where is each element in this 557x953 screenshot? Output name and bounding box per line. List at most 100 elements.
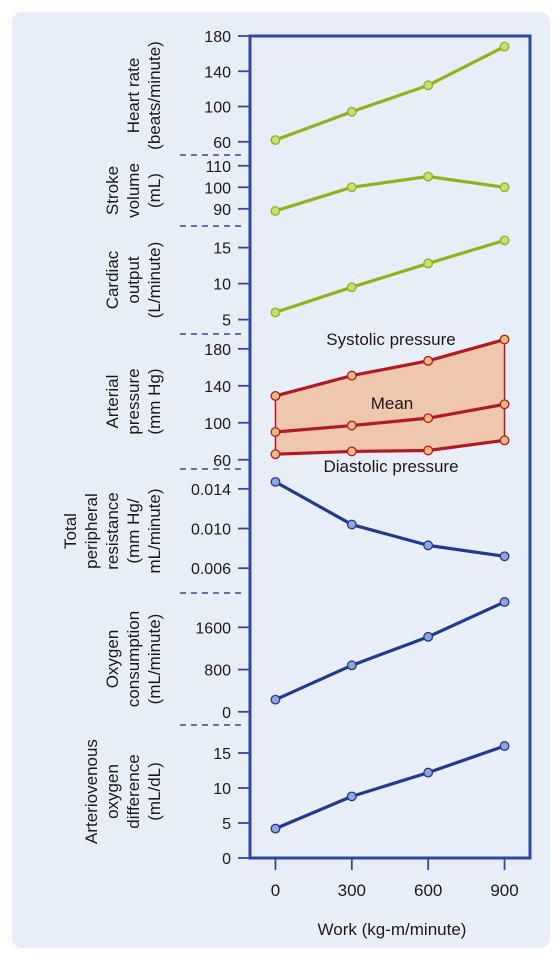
data-point: [346, 660, 357, 671]
y-axis-label: Stroke: [103, 166, 122, 215]
data-point: [499, 334, 510, 345]
data-point: [270, 823, 281, 834]
series-annotation: Diastolic pressure: [323, 457, 458, 476]
y-tick-label: 100: [204, 100, 231, 117]
y-tick-label: 5: [222, 816, 231, 833]
y-axis-label: (mL/minute): [145, 614, 164, 705]
data-point: [499, 399, 510, 410]
data-point: [423, 80, 434, 91]
series-line: [274, 174, 505, 213]
data-point: [346, 791, 357, 802]
x-tick-label: 0: [271, 881, 280, 900]
y-tick-label: 0: [222, 705, 231, 722]
y-tick-label: 180: [204, 342, 231, 359]
data-point: [270, 391, 281, 401]
data-point: [499, 41, 510, 52]
y-tick-label: 100: [204, 416, 231, 433]
y-axis-label: consumption: [124, 611, 143, 707]
y-tick-label: 5: [222, 313, 231, 330]
data-point: [499, 235, 510, 246]
data-point: [270, 449, 281, 460]
data-point: [346, 182, 357, 193]
y-tick-label: 15: [213, 746, 231, 763]
data-point: [346, 446, 357, 457]
data-point: [346, 519, 357, 530]
y-tick-label: 0.014: [191, 482, 231, 499]
y-axis-label: peripheral: [82, 493, 101, 569]
data-point: [499, 741, 510, 751]
y-tick-label: 100: [204, 180, 231, 197]
data-point: [270, 307, 281, 318]
y-tick-label: 180: [204, 29, 231, 46]
x-tick-label: 600: [414, 881, 442, 900]
y-axis-label: output: [124, 256, 143, 304]
data-point: [270, 476, 281, 487]
y-axis-label: (mL): [145, 173, 164, 208]
series-line: [274, 45, 506, 142]
series-line: [274, 744, 506, 831]
data-point: [346, 106, 357, 117]
y-tick-label: 60: [213, 135, 231, 152]
series-annotation: Mean: [371, 394, 414, 413]
y-axis-label: (mm Hg/: [124, 498, 143, 563]
y-axis-label: mL/minute): [145, 488, 164, 573]
y-tick-label: 0: [222, 851, 231, 868]
series-line: [274, 238, 506, 314]
y-axis-label: Arterial: [103, 375, 122, 429]
y-axis-label: (mL/dL): [145, 762, 164, 821]
data-point: [423, 445, 434, 456]
data-point: [346, 370, 357, 381]
y-tick-label: 90: [213, 202, 231, 219]
y-tick-label: 800: [204, 663, 231, 680]
data-point: [423, 767, 434, 778]
y-axis-label: Arteriovenous: [82, 739, 101, 844]
data-point: [499, 551, 510, 562]
y-tick-label: 1600: [195, 620, 231, 637]
series-line: [275, 438, 505, 456]
y-tick-label: 10: [213, 277, 231, 294]
series-line: [275, 338, 505, 398]
data-point: [346, 282, 357, 293]
y-axis-label: (beats/minute): [145, 41, 164, 150]
panel-background: [12, 12, 550, 948]
data-point: [499, 597, 510, 607]
y-tick-label: 15: [213, 241, 231, 258]
x-tick-label: 300: [338, 881, 366, 900]
y-tick-label: 110: [205, 159, 231, 176]
y-tick-label: 10: [213, 781, 231, 798]
y-tick-label: 0.006: [191, 561, 231, 578]
data-point: [270, 205, 281, 216]
y-axis-label: difference: [124, 754, 143, 828]
y-tick-label: 60: [213, 453, 231, 470]
y-axis-label: resistance: [103, 492, 122, 569]
y-axis-label: volume: [124, 163, 143, 218]
data-point: [423, 355, 434, 366]
data-point: [270, 135, 281, 145]
y-tick-label: 0.010: [191, 522, 231, 539]
data-point: [499, 182, 510, 193]
y-axis-label: Oxygen: [103, 630, 122, 689]
y-axis-label: oxygen: [103, 764, 122, 819]
data-point: [346, 420, 357, 431]
y-axis-label: (mm Hg): [145, 368, 164, 434]
data-point: [270, 427, 281, 437]
data-point: [499, 435, 510, 446]
data-point: [423, 413, 434, 424]
y-axis-label: Total: [61, 513, 80, 549]
series-line: [274, 480, 505, 558]
y-tick-label: 140: [204, 379, 231, 396]
series-annotation: Systolic pressure: [326, 330, 455, 349]
data-point: [423, 258, 434, 269]
data-point: [423, 171, 434, 182]
data-point: [270, 694, 281, 705]
y-axis-label: Heart rate: [124, 58, 143, 134]
series-line: [274, 600, 506, 702]
series-line: [275, 402, 505, 434]
y-axis-label: (L/minute): [145, 242, 164, 319]
y-tick-label: 140: [204, 64, 231, 81]
data-point: [423, 540, 434, 551]
data-point: [423, 631, 434, 642]
y-axis-label: pressure: [124, 368, 143, 434]
